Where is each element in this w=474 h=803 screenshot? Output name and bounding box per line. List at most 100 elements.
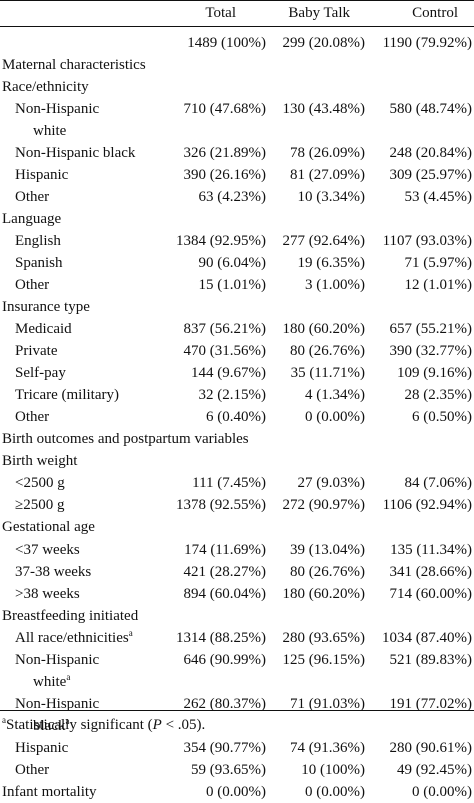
cell-baby-talk: 78 (26.09%) [290, 145, 365, 162]
table-row: Spanish 90 (6.04%) 19 (6.35%) 71 (5.97%) [0, 252, 474, 274]
row-label-text: Non-Hispanic black [15, 145, 136, 162]
cell-control: 521 (89.83%) [389, 651, 473, 668]
row-label-text: white [33, 673, 67, 690]
row-label: Birth outcomes and postpartum variables [2, 428, 249, 450]
row-label: Gestational age [2, 516, 95, 538]
cell-total: 90 (6.04%) [198, 255, 267, 272]
cell-baby-talk: 39 (13.04%) [290, 541, 365, 558]
row-label-text: All race/ethnicities [15, 629, 129, 646]
row-label: Private [15, 340, 58, 362]
row-label-text: Maternal characteristics [2, 57, 146, 73]
table-row: Hispanic 390 (26.16%) 81 (27.09%) 309 (25.9… [0, 164, 474, 186]
row-label: Insurance type [2, 296, 90, 318]
cell-baby-talk: 299 (20.08%) [282, 35, 366, 51]
table-row: Tricare (military) 32 (2.15%) 4 (1.34%) 28 … [0, 384, 474, 406]
row-label: Other [15, 759, 49, 781]
cell-control: 1106 (92.94%) [382, 497, 472, 514]
row-label-text: Birth weight [2, 453, 78, 470]
cell-control: 657 (55.21%) [389, 321, 473, 338]
table-row: Non-Hispanic black 326 (21.89%) 78 (26.09%… [0, 142, 474, 164]
column-header-control: Control [412, 5, 458, 21]
cell-total: 354 (90.77%) [183, 739, 267, 756]
cell-control: 135 (11.34%) [390, 541, 472, 558]
significance-marker: a [128, 627, 133, 638]
row-label: Maternal characteristics [2, 54, 146, 76]
cell-total: 1378 (92.55%) [176, 497, 266, 514]
table-row: Insurance type [0, 296, 474, 318]
row-label: Birth weight [2, 450, 77, 472]
table-row: Non-Hispanic 710 (47.68%) 130 (43.48%) 580 … [0, 98, 474, 120]
table-row: Other 63 (4.23%) 10 (3.34%) 53 (4.45%) [0, 186, 474, 208]
cell-control: 0 (0.00%) [412, 783, 472, 800]
row-label-text: black [33, 717, 66, 734]
table-row: <37 weeks 174 (11.69%) 39 (13.04%) 135 (11.… [0, 539, 474, 561]
row-label-text: Other [15, 277, 50, 294]
cell-total: 63 (4.23%) [198, 189, 267, 206]
row-label-text: Hispanic [15, 739, 69, 756]
cell-baby-talk: 71 (91.03%) [290, 695, 365, 712]
cell-control: 49 (92.45%) [397, 761, 472, 778]
cell-control: 191 (77.02%) [389, 695, 473, 712]
row-label: Medicaid [15, 318, 72, 340]
row-label: Other [15, 186, 49, 208]
table-row: Self-pay 144 (9.67%) 35 (11.71%) 109 (9.16%… [0, 362, 474, 384]
row-label: Language [2, 208, 61, 230]
cell-total: 0 (0.00%) [206, 783, 266, 800]
cell-total: 32 (2.15%) [198, 387, 267, 404]
cell-control: 714 (60.00%) [389, 585, 473, 602]
row-label: Spanish [15, 252, 63, 274]
row-label-text: Language [2, 211, 62, 228]
cell-total: 470 (31.56%) [183, 343, 267, 360]
cell-total: 6 (0.40%) [206, 409, 266, 426]
footnote-p-symbol: P [152, 717, 162, 733]
row-label-text: white [33, 123, 67, 140]
row-label-text: Private [15, 343, 58, 360]
cell-baby-talk: 80 (26.76%) [290, 563, 365, 580]
cell-total: 111 (7.45%) [192, 475, 266, 492]
row-label-text: Self-pay [15, 365, 66, 382]
row-label-text: Non-Hispanic [15, 101, 100, 118]
table-row: 1489 (100%) 299 (20.08%) 1190 (79.92%) [0, 32, 474, 54]
table-row: Language [0, 208, 474, 230]
row-label: Other [15, 406, 49, 428]
cell-baby-talk: 4 (1.34%) [305, 387, 365, 404]
table-row: ≥2500 g 1378 (92.55%) 272 (90.97%) 1106 (92… [0, 494, 474, 516]
row-label: <2500 g [15, 472, 65, 494]
cell-baby-talk: 74 (91.36%) [290, 739, 365, 756]
top-rule [0, 0, 474, 1]
cell-baby-talk: 80 (26.76%) [290, 343, 365, 360]
cell-total: 894 (60.04%) [183, 585, 267, 602]
cell-baby-talk: 10 (100%) [301, 761, 365, 778]
row-label: Non-Hispanic black [15, 142, 135, 164]
table-row: Breastfeeding initiated [0, 605, 474, 627]
cell-baby-talk: 10 (3.34%) [297, 189, 366, 206]
row-label-text: 37-38 weeks [15, 563, 92, 580]
row-label-text: Tricare (military) [15, 387, 119, 404]
cell-total: 646 (90.99%) [183, 651, 267, 668]
cell-baby-talk: 125 (96.15%) [282, 651, 366, 668]
cell-baby-talk: 19 (6.35%) [297, 255, 366, 272]
cell-baby-talk: 130 (43.48%) [282, 101, 366, 118]
row-label: Hispanic [15, 164, 68, 186]
row-label: English [15, 230, 61, 252]
row-label-text: Hispanic [15, 167, 69, 184]
table-row: white [0, 120, 474, 142]
column-header-total: Total [205, 5, 236, 21]
row-label: Breastfeeding initiated [2, 605, 138, 627]
row-label: >38 weeks [15, 583, 80, 605]
cell-control: 71 (5.97%) [404, 255, 473, 272]
cell-total: 262 (80.37%) [183, 695, 267, 712]
row-label-text: Insurance type [2, 299, 90, 316]
significance-marker: a [65, 715, 70, 726]
cell-control: 309 (25.97%) [389, 167, 473, 184]
cell-baby-talk: 35 (11.71%) [290, 365, 365, 382]
row-label: Non-Hispanic [15, 98, 99, 120]
cell-control: 1190 (79.92%) [382, 35, 472, 51]
row-label-text: Race/ethnicity [2, 79, 89, 95]
row-label: Non-Hispanic [15, 649, 99, 671]
footnote: aStatistically significant (P < .05). [2, 714, 205, 736]
row-label-text: Breastfeeding initiated [2, 607, 139, 624]
row-label-text: <2500 g [15, 475, 65, 492]
cell-total: 15 (1.01%) [198, 277, 267, 294]
